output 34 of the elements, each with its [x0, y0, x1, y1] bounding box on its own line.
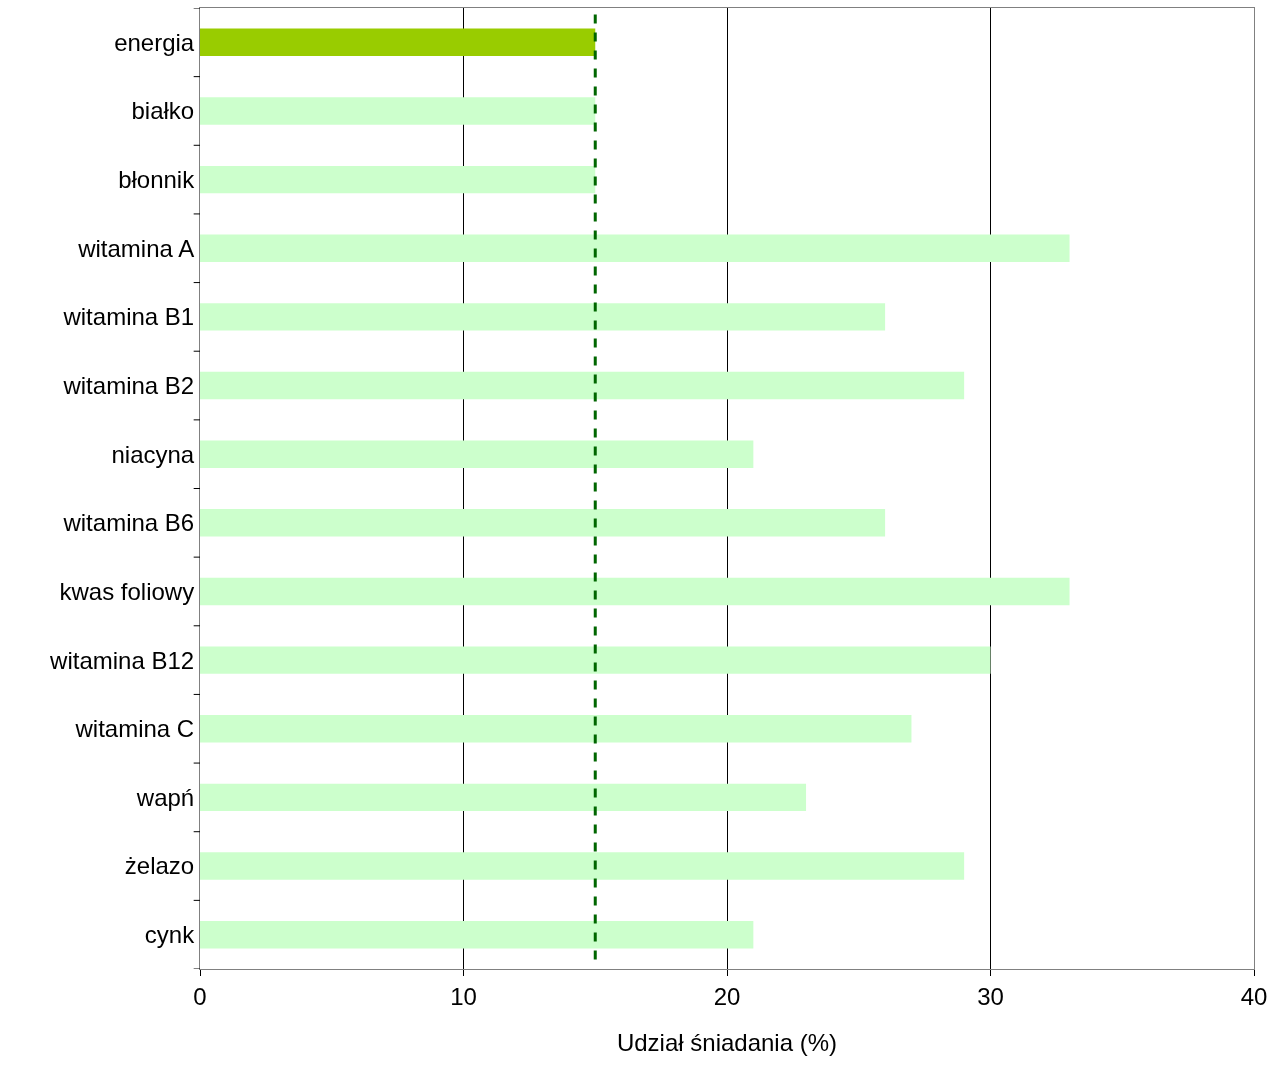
- y-tick-label: błonnik: [118, 166, 196, 194]
- y-tick-label: niacyna: [111, 440, 195, 468]
- bar: [200, 165, 596, 194]
- y-tick-label: cynk: [144, 921, 196, 949]
- bar: [200, 440, 754, 468]
- bar: [200, 852, 965, 880]
- x-tick-label: 40: [1240, 982, 1268, 1010]
- y-tick-label: kwas foliowy: [59, 577, 195, 605]
- x-tick-label: 0: [193, 982, 207, 1010]
- x-tick-label: 30: [977, 982, 1004, 1010]
- bar: [200, 234, 1070, 262]
- x-tick-label: 20: [713, 982, 741, 1010]
- x-axis-title: Udział śniadania (%): [616, 1029, 838, 1057]
- bar: [200, 577, 1070, 606]
- x-tick-label: 10: [450, 982, 477, 1010]
- y-tick-label: witamina B1: [62, 303, 195, 331]
- y-tick-label: witamina B2: [62, 371, 195, 399]
- bar: [200, 28, 596, 57]
- bar: [200, 371, 965, 400]
- y-tick-label: energia: [114, 28, 195, 56]
- y-tick-label: białko: [131, 97, 195, 125]
- y-tick-label: żelazo: [124, 852, 195, 880]
- y-tick-label: witamina B6: [62, 509, 195, 537]
- bar: [200, 715, 912, 743]
- bar: [200, 303, 886, 331]
- bar: [200, 783, 807, 812]
- bar: [200, 646, 991, 674]
- bar: [200, 920, 754, 949]
- bar: [200, 97, 596, 125]
- bar: [200, 509, 886, 537]
- y-tick-label: wapń: [135, 783, 195, 811]
- y-tick-label: witamina B12: [49, 646, 195, 674]
- y-tick-label: witamina A: [77, 234, 195, 262]
- y-tick-label: witamina C: [74, 715, 195, 743]
